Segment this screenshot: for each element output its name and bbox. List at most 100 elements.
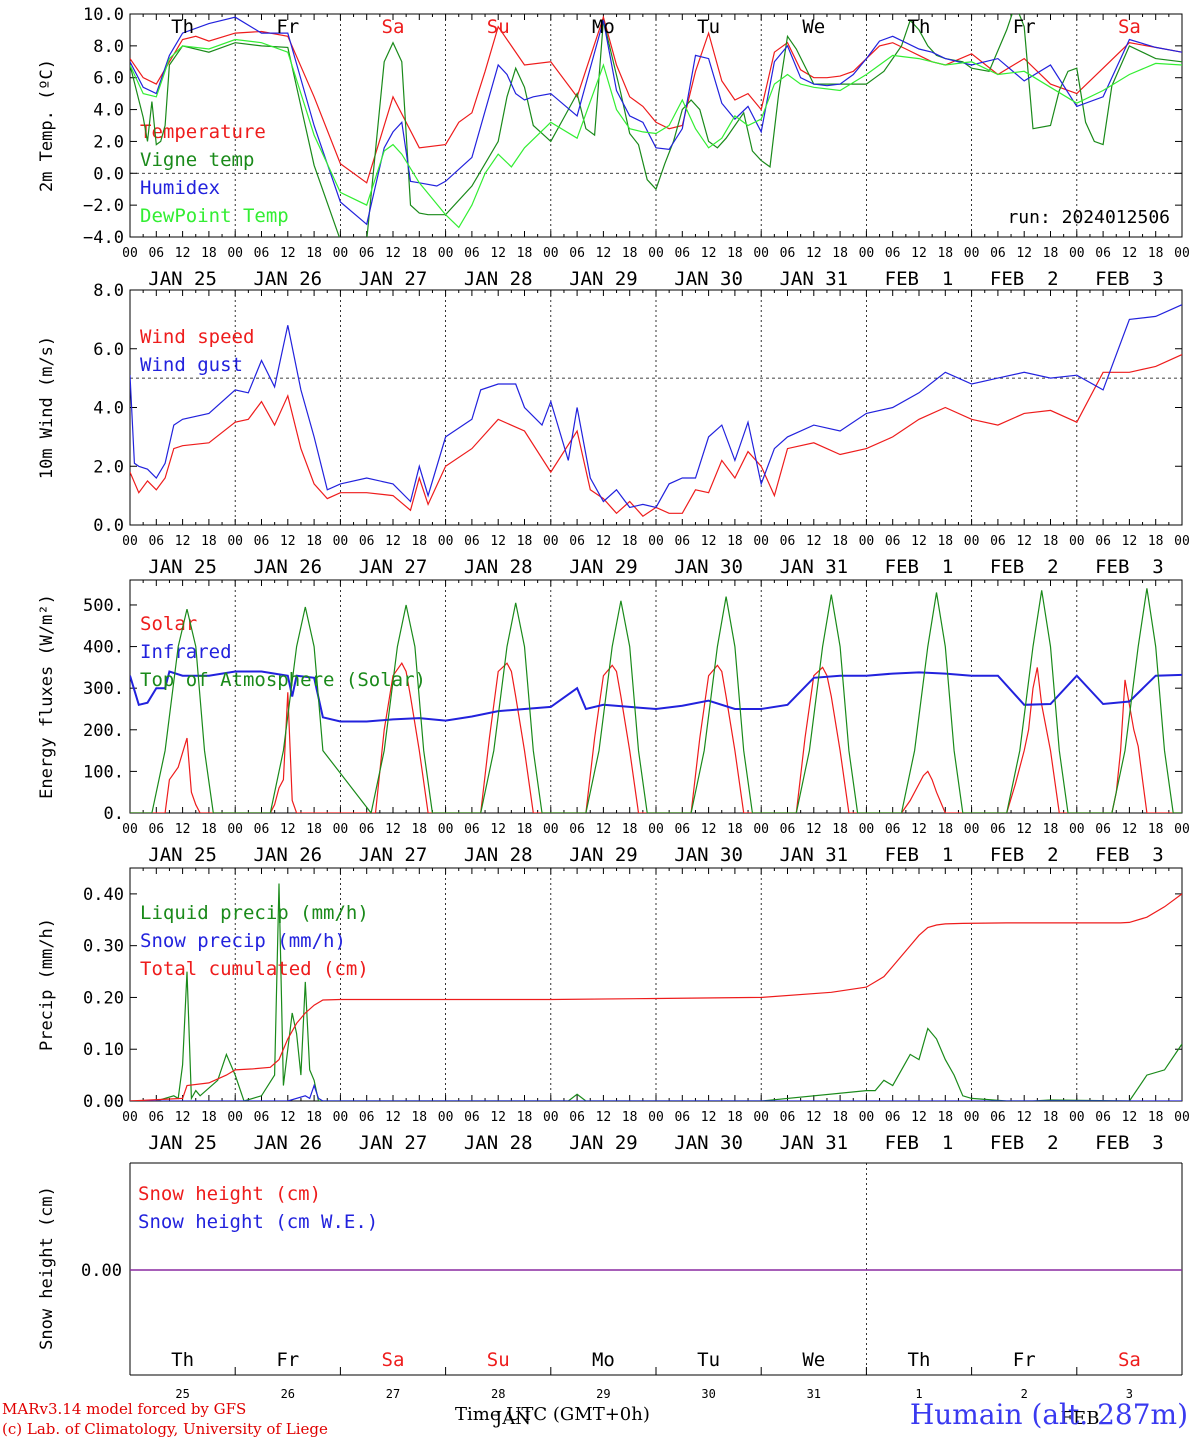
y-tick-label: 0.00 — [83, 1092, 124, 1112]
hour-label: 00 — [438, 534, 454, 549]
day-name-label: Mo — [592, 16, 615, 38]
hour-label: 18 — [832, 534, 848, 549]
hour-label: 18 — [306, 822, 322, 837]
hour-label: 18 — [622, 534, 638, 549]
hour-label: 00 — [438, 1110, 454, 1125]
hour-label: 18 — [201, 822, 217, 837]
hour-label: 12 — [385, 1110, 401, 1125]
date-label: JAN 30 — [674, 268, 743, 290]
hour-label: 00 — [333, 1110, 349, 1125]
hour-label: 18 — [937, 246, 953, 261]
series-line-liquid-precip-mm-h- — [130, 883, 1182, 1101]
hour-label: 18 — [411, 246, 427, 261]
day-number-label: 27 — [386, 1387, 400, 1401]
hour-label: 00 — [1174, 822, 1190, 837]
y-tick-label: 0. — [104, 804, 124, 824]
hour-label: 18 — [306, 246, 322, 261]
hour-label: 18 — [411, 1110, 427, 1125]
date-label: JAN 31 — [779, 1132, 848, 1154]
date-label: FEB 2 — [990, 844, 1059, 866]
hour-label: 18 — [1043, 534, 1059, 549]
date-label: FEB 3 — [1095, 1132, 1164, 1154]
hour-label: 12 — [596, 246, 612, 261]
date-label: JAN 26 — [253, 1132, 322, 1154]
hour-label: 12 — [1016, 534, 1032, 549]
hour-label: 00 — [543, 822, 559, 837]
y-tick-label: 8.0 — [93, 37, 124, 57]
hour-label: 06 — [990, 1110, 1006, 1125]
y-tick-label: 500. — [83, 596, 124, 616]
series-line-infrared — [130, 670, 1182, 723]
hour-label: 12 — [175, 822, 191, 837]
hour-label: 12 — [490, 534, 506, 549]
day-name-label: Tu — [697, 16, 720, 38]
date-label: JAN 30 — [674, 844, 743, 866]
day-number-label: 2 — [1021, 1387, 1028, 1401]
hour-label: 18 — [201, 534, 217, 549]
day-name-label: Sa — [382, 1349, 405, 1371]
hour-label: 00 — [1069, 1110, 1085, 1125]
hour-label: 00 — [753, 246, 769, 261]
hour-label: 12 — [490, 1110, 506, 1125]
hour-label: 12 — [911, 534, 927, 549]
y-axis-label: 10m Wind (m/s) — [37, 336, 57, 479]
hour-label: 06 — [1095, 822, 1111, 837]
hour-label: 06 — [885, 1110, 901, 1125]
date-label: JAN 27 — [359, 844, 428, 866]
legend-entry: Wind gust — [140, 354, 243, 376]
day-number-label: 29 — [596, 1387, 610, 1401]
hour-label: 00 — [227, 822, 243, 837]
hour-label: 00 — [122, 246, 138, 261]
y-tick-label: −4.0 — [83, 228, 124, 248]
hour-label: 12 — [701, 534, 717, 549]
model-credit: MARv3.14 model forced by GFS — [2, 1400, 247, 1418]
hour-label: 18 — [937, 822, 953, 837]
y-tick-label: 4.0 — [93, 399, 124, 419]
hour-label: 00 — [648, 1110, 664, 1125]
date-label: JAN 27 — [359, 1132, 428, 1154]
hour-label: 06 — [1095, 1110, 1111, 1125]
hour-label: 06 — [674, 822, 690, 837]
day-number-label: 25 — [175, 1387, 189, 1401]
hour-label: 12 — [701, 1110, 717, 1125]
date-label: JAN 29 — [569, 268, 638, 290]
hour-label: 12 — [1122, 246, 1138, 261]
date-label: JAN 28 — [464, 268, 533, 290]
date-label: JAN 25 — [148, 268, 217, 290]
y-axis-label: Energy fluxes (W/m²) — [37, 594, 57, 799]
y-axis-label: Snow height (cm) — [37, 1186, 57, 1350]
hour-label: 06 — [780, 246, 796, 261]
y-tick-label: 200. — [83, 721, 124, 741]
day-name-label: Sa — [1118, 1349, 1141, 1371]
legend-entry: Snow height (cm) — [138, 1183, 321, 1205]
hour-label: 00 — [543, 246, 559, 261]
hour-label: 00 — [753, 534, 769, 549]
date-label: JAN 29 — [569, 556, 638, 578]
legend-entry: Wind speed — [140, 326, 254, 348]
hour-label: 18 — [1043, 822, 1059, 837]
hour-label: 12 — [596, 822, 612, 837]
hour-label: 12 — [385, 534, 401, 549]
hour-label: 18 — [727, 246, 743, 261]
y-tick-label: 6.0 — [93, 340, 124, 360]
series-line-snow-precip-mm-h- — [130, 1083, 1182, 1101]
date-label: FEB 1 — [885, 1132, 954, 1154]
hour-label: 18 — [1148, 822, 1164, 837]
series-line-total-cumulated-cm- — [130, 893, 1182, 1101]
hour-label: 18 — [517, 1110, 533, 1125]
hour-label: 00 — [753, 1110, 769, 1125]
hour-label: 18 — [622, 822, 638, 837]
hour-label: 00 — [648, 534, 664, 549]
hour-label: 18 — [1148, 246, 1164, 261]
date-label: JAN 31 — [779, 268, 848, 290]
hour-label: 00 — [859, 1110, 875, 1125]
hour-label: 18 — [832, 822, 848, 837]
hour-label: 00 — [1069, 822, 1085, 837]
day-number-label: 1 — [915, 1387, 922, 1401]
hour-label: 12 — [1122, 822, 1138, 837]
hour-label: 00 — [964, 1110, 980, 1125]
hour-label: 00 — [543, 534, 559, 549]
hour-label: 06 — [254, 822, 270, 837]
day-name-label: Sa — [1118, 16, 1141, 38]
date-label: JAN 26 — [253, 556, 322, 578]
